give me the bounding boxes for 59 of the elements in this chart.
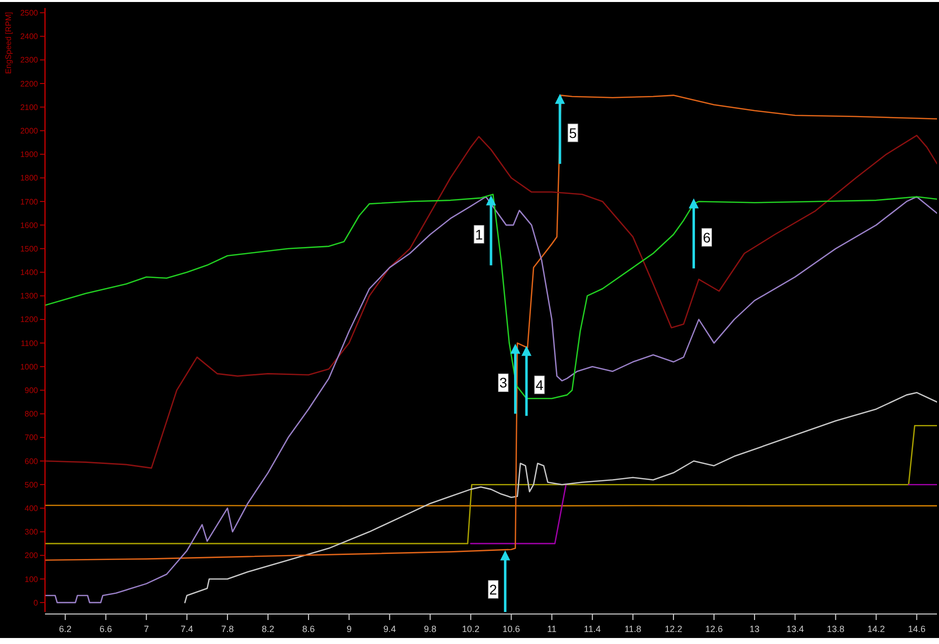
- x-tick-label: 11.4: [584, 624, 601, 634]
- y-tick-label: 100: [24, 574, 39, 584]
- y-tick-label: 1100: [20, 338, 39, 348]
- y-tick-label: 1400: [20, 268, 39, 278]
- x-tick-label: 10.2: [462, 624, 480, 634]
- x-tick-label: 10.6: [502, 624, 520, 634]
- x-tick-label: 7.8: [221, 624, 234, 634]
- y-tick-label: 1300: [20, 292, 39, 301]
- y-tick-label: 600: [24, 456, 39, 466]
- y-tick-label: 1200: [20, 315, 39, 324]
- x-tick-label: 6.6: [100, 624, 112, 634]
- annotation: 2: [489, 581, 498, 598]
- line-series: [184, 392, 937, 604]
- annotation: 5: [569, 124, 578, 141]
- line-series: [45, 194, 937, 400]
- x-tick-label: 13: [750, 624, 760, 634]
- y-tick-label: 1700: [20, 197, 39, 206]
- x-tick-label: 8.6: [302, 624, 315, 634]
- y-tick-label: 2500: [20, 8, 39, 18]
- x-tick-label: 9: [346, 624, 352, 634]
- y-tick-label: 1000: [20, 362, 39, 372]
- x-tick-label: 12.2: [664, 624, 682, 634]
- y-tick-label: 2000: [20, 126, 39, 136]
- x-tick-label: 11.8: [624, 624, 642, 634]
- y-tick-label: 1800: [20, 174, 39, 183]
- y-axis-title: EngSpeed [RPM]: [4, 12, 13, 74]
- annotation: 4: [536, 376, 544, 393]
- x-tick-label: 7.4: [180, 624, 194, 634]
- y-tick-label: 0: [34, 598, 39, 608]
- y-tick-label: 200: [24, 551, 39, 560]
- annotation: 3: [499, 374, 508, 391]
- x-tick-label: 8.2: [262, 624, 274, 634]
- y-tick-label: 700: [24, 433, 39, 442]
- y-tick-label: 2200: [20, 79, 39, 88]
- x-tick-label: 13.4: [786, 624, 804, 634]
- annotation: 6: [702, 229, 711, 246]
- y-tick-label: 1500: [20, 244, 39, 254]
- x-tick-label: 11: [547, 624, 556, 634]
- y-tick-label: 400: [24, 504, 39, 513]
- y-tick-label: 1600: [20, 220, 39, 230]
- x-tick-label: 12.6: [705, 624, 723, 634]
- x-tick-label: 14.6: [908, 624, 926, 634]
- x-tick-label: 14.2: [867, 624, 885, 634]
- y-tick-label: 900: [24, 386, 39, 396]
- y-tick-label: 2400: [20, 32, 39, 42]
- y-tick-label: 500: [24, 480, 39, 490]
- x-tick-label: 13.8: [826, 624, 844, 634]
- y-tick-label: 800: [24, 410, 39, 419]
- y-tick-label: 2300: [20, 56, 39, 65]
- x-tick-label: 9.8: [424, 624, 436, 634]
- x-tick-label: 6.2: [59, 624, 72, 634]
- line-series: [45, 94, 937, 561]
- x-tick-label: 7: [144, 624, 149, 634]
- y-tick-label: 300: [24, 528, 39, 537]
- line-series: [45, 196, 937, 604]
- annotation: 1: [475, 226, 484, 242]
- x-tick-label: 9.4: [383, 624, 396, 634]
- y-tick-label: 2100: [20, 102, 39, 112]
- y-tick-label: 1900: [20, 150, 39, 160]
